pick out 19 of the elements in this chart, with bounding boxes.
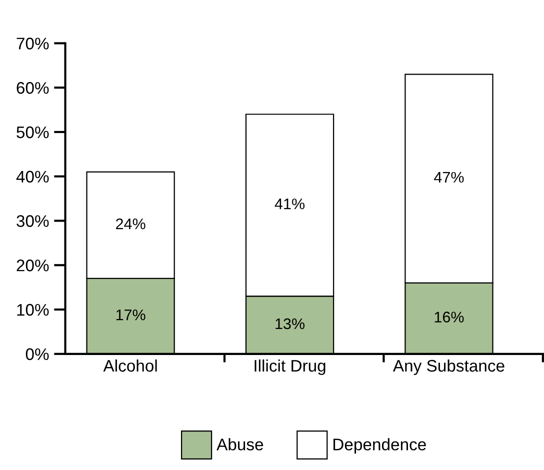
x-tick-label: Alcohol bbox=[103, 359, 157, 372]
data-label: 47% bbox=[434, 172, 464, 183]
legend-label: Dependence bbox=[334, 438, 426, 454]
y-tick-label: 10% bbox=[17, 304, 49, 316]
x-tick-label: Illicit Drug bbox=[254, 359, 326, 375]
data-label: 17% bbox=[116, 310, 146, 320]
data-label: 41% bbox=[274, 198, 305, 210]
data-label: 24% bbox=[116, 218, 146, 230]
data-label: 16% bbox=[434, 312, 464, 323]
y-tick-label: 50% bbox=[16, 126, 49, 138]
data-label: 13% bbox=[276, 318, 305, 330]
legend-label: Abuse bbox=[216, 438, 264, 450]
y-tick-label: 40% bbox=[16, 170, 49, 183]
y-tick-label: 60% bbox=[16, 82, 49, 94]
y-tick-label: 30% bbox=[16, 215, 49, 227]
y-tick-label: 0% bbox=[26, 348, 49, 360]
y-tick-label: 70% bbox=[16, 38, 49, 50]
x-tick-label: Any Substance bbox=[392, 359, 504, 375]
y-tick-label: 20% bbox=[16, 260, 49, 272]
